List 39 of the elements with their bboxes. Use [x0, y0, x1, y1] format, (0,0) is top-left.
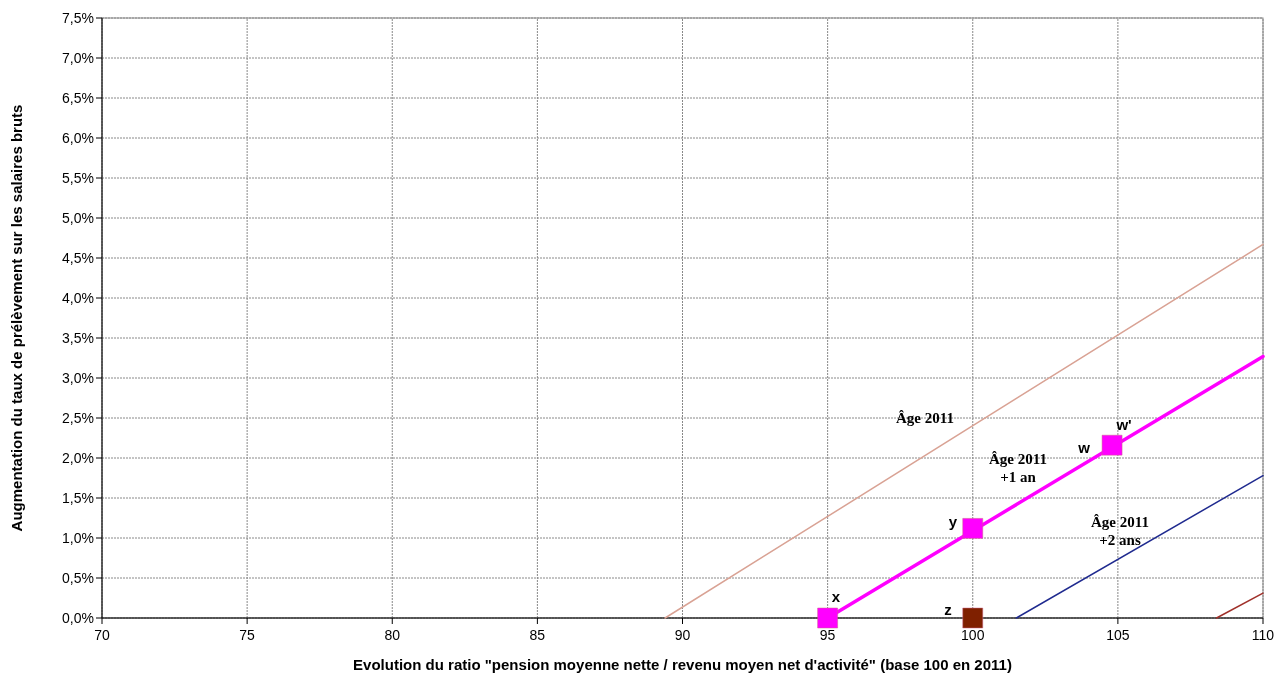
- y-tick-label: 6,5%: [62, 89, 94, 106]
- point: [962, 518, 983, 539]
- x-tick-label: 100: [961, 627, 985, 643]
- y-tick-label: 5,0%: [62, 209, 94, 226]
- x-tick-label: 95: [819, 627, 836, 643]
- point: [1101, 434, 1123, 456]
- x-tick-label: 75: [239, 627, 256, 643]
- x-tick-label: 70: [94, 627, 110, 643]
- point: [962, 607, 983, 629]
- y-tick-label: 0,5%: [62, 569, 94, 586]
- y-tick-label: 7,0%: [62, 49, 94, 66]
- y-tick-label: 0,0%: [62, 609, 94, 626]
- y-tick-label: 3,5%: [62, 329, 94, 346]
- x-tick-label: 85: [529, 627, 546, 643]
- annotation: z: [944, 601, 952, 619]
- annotation: x: [831, 588, 841, 606]
- x-axis-title: Evolution du ratio "pension moyenne nette / revenu moyen net d'activité" (base 100 en 2011): [353, 656, 1012, 673]
- x-tick-label: 90: [674, 627, 691, 643]
- annotation: y: [948, 513, 958, 531]
- series-label: Âge 2011 +2 ans: [1091, 514, 1149, 549]
- y-axis-title: Augmentation du taux de prélèvement sur les salaires bruts: [8, 104, 25, 532]
- y-tick-label: 7,5%: [62, 9, 94, 26]
- y-tick-label: 4,5%: [62, 249, 94, 266]
- series-label: Âge 2011 +1 an: [989, 451, 1047, 486]
- series-label: Âge 2011: [896, 410, 954, 427]
- y-tick-label: 3,0%: [62, 369, 94, 386]
- x-tick-label: 105: [1106, 627, 1130, 643]
- y-tick-label: 2,0%: [62, 449, 94, 466]
- annotation: w': [1115, 416, 1132, 434]
- y-tick-label: 4,0%: [62, 289, 94, 306]
- y-tick-label: 1,0%: [62, 529, 94, 546]
- x-tick-label: 80: [384, 627, 401, 643]
- y-tick-label: 6,0%: [62, 129, 94, 146]
- x-tick-label: 110: [1251, 627, 1275, 643]
- annotation: w: [1077, 439, 1091, 457]
- y-tick-label: 1,5%: [62, 489, 94, 506]
- point: [817, 607, 838, 629]
- y-tick-label: 5,5%: [62, 169, 94, 186]
- y-tick-label: 2,5%: [62, 409, 94, 426]
